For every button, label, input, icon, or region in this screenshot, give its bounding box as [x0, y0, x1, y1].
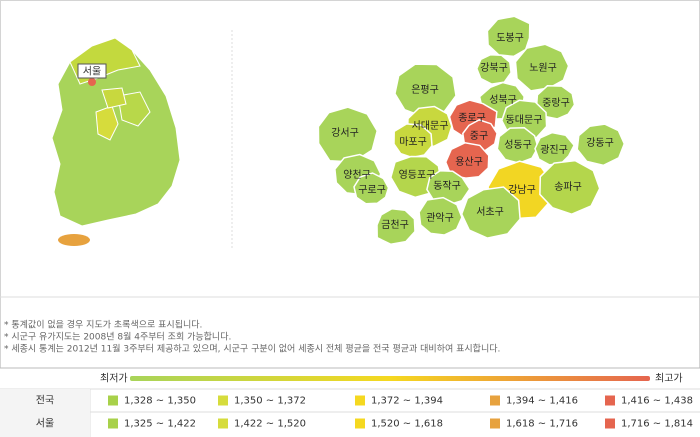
district [460, 186, 521, 239]
swatch [490, 395, 500, 406]
range: 1,328 ~ 1,350 [124, 396, 196, 407]
region: 서울 [36, 418, 54, 430]
district [535, 85, 576, 120]
district [376, 207, 416, 246]
range: 1,618 ~ 1,716 [506, 419, 578, 430]
note: * 세종시 통계는 2012년 11월 3주부터 제공하고 있으며, 시군구 구… [4, 343, 500, 355]
swatch [355, 418, 365, 429]
district [514, 43, 570, 92]
district [418, 196, 463, 236]
swatch [605, 418, 615, 429]
swatch [490, 418, 500, 429]
seoul-marker [88, 78, 96, 86]
range: 1,422 ~ 1,520 [234, 419, 306, 430]
range: 1,394 ~ 1,416 [506, 396, 578, 407]
swatch [108, 418, 118, 429]
district-label: 중구 [470, 130, 488, 142]
region: 전국 [36, 395, 54, 407]
note: * 시군구 유가지도는 2008년 8월 4주부터 조회 가능합니다. [4, 331, 231, 343]
note: * 통계값이 없을 경우 지도가 초록색으로 표시됩니다. [4, 319, 202, 331]
high-label: 최고가 [655, 373, 683, 385]
low-label: 최저가 [100, 373, 128, 385]
district [475, 53, 512, 85]
legend: 최저가 최고가 전국 1,328 ~ 1,350 1,350 ~ 1,372 1,37… [0, 367, 700, 437]
jeju [58, 234, 90, 246]
district-label: 강동구 [586, 137, 614, 149]
district-label: 은평구 [411, 84, 439, 96]
district-label: 강남구 [508, 184, 536, 196]
district-label: 서대문구 [412, 120, 449, 132]
region [101, 87, 127, 109]
range: 1,520 ~ 1,618 [371, 419, 443, 430]
notes: * 통계값이 없을 경우 지도가 초록색으로 표시됩니다.* 시군구 유가지도는… [4, 319, 500, 355]
district-label: 영등포구 [399, 169, 436, 181]
district-label: 도봉구 [496, 32, 524, 44]
district-label: 금천구 [381, 219, 409, 231]
region [117, 91, 151, 127]
district-label: 성북구 [489, 94, 517, 106]
district-label: 양천구 [343, 169, 371, 181]
district-label: 구로구 [358, 185, 386, 196]
range: 1,416 ~ 1,438 [621, 396, 693, 407]
range: 1,372 ~ 1,394 [371, 396, 443, 407]
range: 1,350 ~ 1,372 [234, 396, 306, 407]
district-label: 용산구 [455, 156, 483, 168]
district-label: 송파구 [554, 181, 582, 193]
district-label: 동대문구 [506, 114, 543, 126]
district-label: 중랑구 [542, 97, 570, 109]
gradient-bar [130, 376, 650, 381]
korea-map: 서울 [51, 37, 181, 246]
district-label: 강서구 [331, 127, 359, 139]
mainland [51, 37, 181, 227]
district [444, 142, 490, 179]
district-label: 성동구 [504, 139, 532, 151]
swatch [355, 395, 365, 406]
district [496, 127, 539, 164]
district-label: 마포구 [399, 136, 427, 148]
swatch [218, 418, 228, 429]
header-col [0, 389, 90, 437]
swatch [605, 395, 615, 406]
range: 1,716 ~ 1,814 [621, 419, 693, 430]
district [486, 15, 531, 58]
district [393, 123, 433, 159]
district-label: 광진구 [540, 144, 568, 156]
range: 1,325 ~ 1,422 [124, 419, 196, 430]
district [353, 172, 390, 205]
district-label: 강북구 [480, 62, 508, 74]
district [539, 159, 601, 216]
district [576, 123, 626, 167]
district-label: 종로구 [458, 112, 486, 124]
district-label: 동작구 [433, 180, 461, 192]
swatch [108, 395, 118, 406]
swatch [218, 395, 228, 406]
label-box [77, 63, 107, 79]
seoul-label: 서울 [83, 66, 101, 78]
district-label: 서초구 [476, 206, 504, 218]
district-label: 노원구 [529, 62, 557, 74]
district-label: 관악구 [426, 212, 454, 224]
